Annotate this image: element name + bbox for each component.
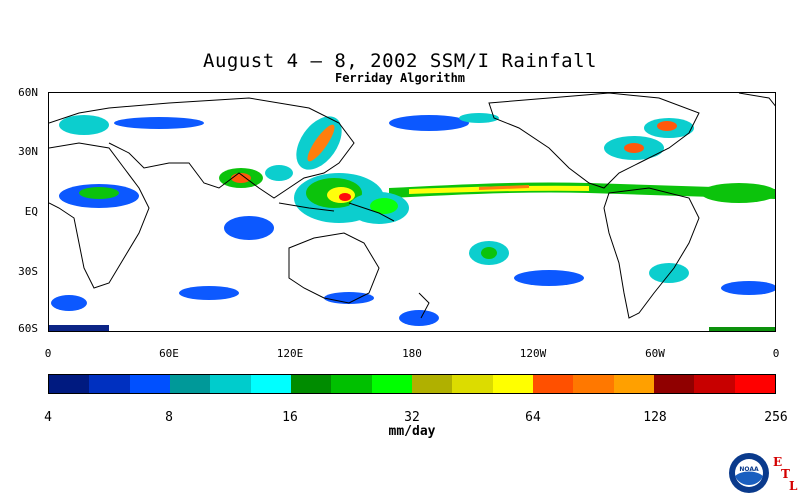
coastlines bbox=[49, 93, 775, 319]
color-swatch-16 bbox=[694, 375, 735, 393]
lon-label-60e: 60E bbox=[159, 347, 179, 360]
color-swatch-12 bbox=[532, 375, 574, 393]
lon-label-120w: 120W bbox=[519, 347, 547, 360]
color-swatch-5 bbox=[250, 375, 291, 393]
noaa-logo: NOAA bbox=[729, 453, 769, 493]
color-scale-bar bbox=[48, 374, 776, 394]
color-swatch-2 bbox=[129, 375, 170, 393]
rainfall-map bbox=[48, 92, 776, 332]
lon-label-120e: 120E bbox=[276, 347, 304, 360]
scale-label-64: 64 bbox=[525, 410, 541, 425]
world-map-svg bbox=[49, 93, 775, 331]
lon-label-0: 0 bbox=[44, 347, 52, 360]
map-title: August 4 – 8, 2002 SSM/I Rainfall bbox=[203, 50, 597, 72]
color-swatch-7 bbox=[331, 375, 372, 393]
color-swatch-0 bbox=[49, 375, 90, 393]
lat-label-30s: 30S bbox=[18, 265, 38, 278]
color-swatch-9 bbox=[411, 375, 453, 393]
lat-label-60n: 60N bbox=[18, 86, 38, 99]
scale-label-8: 8 bbox=[165, 410, 173, 425]
color-swatch-8 bbox=[371, 375, 412, 393]
etl-letter-e: E bbox=[773, 455, 783, 469]
lat-label-eq: EQ bbox=[24, 205, 38, 218]
color-swatch-1 bbox=[89, 375, 130, 393]
scale-label-256: 256 bbox=[764, 410, 788, 425]
lat-label-30n: 30N bbox=[18, 145, 38, 158]
etl-letter-l: L bbox=[789, 479, 798, 493]
scale-label-128: 128 bbox=[643, 410, 667, 425]
color-swatch-4 bbox=[210, 375, 251, 393]
units-label: mm/day bbox=[388, 424, 436, 439]
etl-letter-t: T bbox=[781, 467, 790, 481]
color-swatch-6 bbox=[290, 375, 332, 393]
scale-label-16: 16 bbox=[282, 410, 298, 425]
scale-label-4: 4 bbox=[44, 410, 52, 425]
color-swatch-10 bbox=[452, 375, 493, 393]
color-swatch-17 bbox=[734, 375, 775, 393]
rainfall-field bbox=[49, 113, 775, 331]
lat-label-60s: 60S bbox=[18, 322, 38, 335]
color-swatch-3 bbox=[169, 375, 211, 393]
lon-label-60w: 60W bbox=[645, 347, 665, 360]
lon-label-180: 180 bbox=[402, 347, 422, 360]
color-swatch-15 bbox=[653, 375, 695, 393]
color-swatch-13 bbox=[573, 375, 614, 393]
scale-label-32: 32 bbox=[404, 410, 420, 425]
color-swatch-14 bbox=[613, 375, 654, 393]
color-swatch-11 bbox=[492, 375, 533, 393]
svg-text:NOAA: NOAA bbox=[739, 466, 759, 473]
map-subtitle: Ferriday Algorithm bbox=[334, 71, 466, 85]
lon-label-0-end: 0 bbox=[772, 347, 780, 360]
